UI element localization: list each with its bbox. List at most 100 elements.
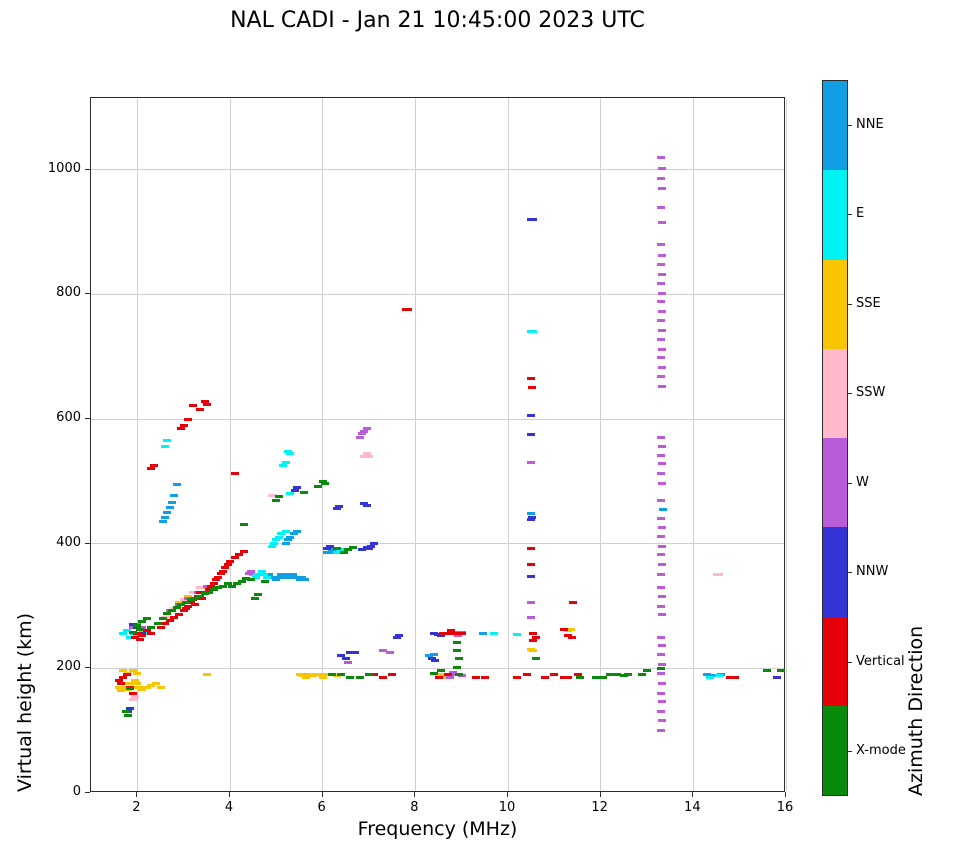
data-point-nne (301, 578, 310, 582)
data-point-vertical (216, 572, 225, 576)
data-point-w (658, 366, 667, 370)
data-point-x-mode (327, 673, 336, 677)
data-point-nne (425, 654, 434, 658)
data-point-x-mode (619, 674, 628, 678)
data-point-x-mode (531, 657, 540, 661)
data-point-vertical (175, 613, 184, 617)
data-point-vertical (439, 631, 448, 635)
data-point-sse (184, 594, 193, 598)
data-point-nne (297, 575, 306, 579)
data-point-w (656, 300, 665, 304)
y-tick-label: 400 (56, 534, 81, 550)
data-point-vertical (388, 673, 397, 677)
data-point-e (251, 575, 260, 579)
data-point-x-mode (274, 494, 283, 498)
x-tick-label: 6 (317, 800, 326, 815)
y-tick-label: 1000 (47, 160, 81, 176)
data-point-e (283, 449, 292, 453)
data-point-ssw (715, 573, 724, 577)
data-point-e (260, 573, 269, 577)
data-point-nnw (529, 218, 538, 222)
data-point-x-mode (223, 582, 232, 586)
data-point-w (527, 615, 536, 619)
data-point-x-mode (272, 498, 281, 502)
data-point-x-mode (135, 628, 144, 632)
data-point-w (657, 700, 666, 704)
data-point-x-mode (232, 582, 241, 586)
data-point-w (656, 205, 665, 209)
x-gridline (600, 98, 602, 791)
data-point-nne (429, 653, 438, 657)
data-point-w (358, 432, 367, 436)
data-point-w (344, 660, 353, 664)
data-point-w (656, 710, 665, 714)
data-point-vertical (404, 307, 413, 311)
data-point-e (272, 538, 281, 542)
data-point-w (656, 604, 665, 608)
data-point-x-mode (181, 600, 190, 604)
data-point-sse (137, 688, 146, 692)
data-point-w (128, 625, 137, 629)
chart-title: NAL CADI - Jan 21 10:45:00 2023 UTC (230, 8, 645, 33)
data-point-nnw (369, 542, 378, 546)
data-point-vertical (550, 673, 559, 677)
data-point-vertical (527, 547, 536, 551)
data-point-nne (289, 532, 298, 536)
data-point-e (281, 529, 290, 533)
x-tick (414, 792, 416, 797)
x-tick (692, 792, 694, 797)
data-point-vertical (156, 625, 165, 629)
data-point-x-mode (205, 590, 214, 594)
data-point-ssw (128, 698, 137, 701)
data-point-w (656, 573, 665, 577)
data-point-nnw (290, 488, 299, 492)
data-point-x-mode (314, 484, 323, 488)
data-point-vertical (567, 635, 576, 639)
data-point-vertical (239, 549, 248, 553)
data-point-w (656, 375, 665, 379)
data-point-nne (265, 573, 274, 577)
data-point-vertical (726, 675, 735, 679)
data-point-nnw (360, 501, 369, 505)
data-point-vertical (200, 400, 209, 404)
data-point-vertical (147, 467, 156, 471)
data-point-w (137, 625, 146, 629)
data-point-w (657, 613, 666, 617)
x-tick-label: 8 (410, 800, 419, 815)
data-point-nne (291, 575, 300, 579)
colorbar-category-label: SSW (856, 385, 886, 401)
data-point-x-mode (598, 675, 607, 679)
data-point-sse (147, 684, 156, 688)
data-point-x-mode (124, 713, 133, 717)
y-tick-label: 600 (56, 410, 81, 425)
data-point-x-mode (605, 673, 614, 677)
data-point-x-mode (300, 491, 309, 495)
data-point-e (529, 330, 538, 334)
colorbar-segment-nnw (823, 527, 847, 617)
data-point-e (249, 573, 258, 577)
data-point-vertical (214, 575, 223, 579)
data-point-nnw (323, 547, 332, 551)
data-point-x-mode (436, 669, 445, 673)
data-point-e (123, 629, 132, 633)
data-point-nnw (772, 675, 781, 679)
data-point-x-mode (318, 479, 327, 483)
data-point-x-mode (191, 597, 200, 601)
data-point-x-mode (126, 686, 135, 690)
data-point-x-mode (137, 620, 146, 624)
data-point-w (656, 281, 665, 285)
data-point-x-mode (195, 594, 204, 598)
x-tick (136, 792, 138, 797)
data-point-x-mode (237, 579, 246, 583)
colorbar-tick (848, 751, 852, 753)
data-point-nnw (128, 623, 137, 627)
y-gridline (91, 293, 784, 295)
x-tick-label: 10 (498, 800, 516, 815)
colorbar-category-label: NNW (856, 564, 889, 580)
y-tick (85, 168, 90, 170)
data-point-w (656, 337, 665, 341)
data-point-sse (128, 669, 137, 673)
data-point-nne (286, 575, 295, 579)
data-point-w (360, 429, 369, 433)
data-point-vertical (181, 606, 190, 610)
